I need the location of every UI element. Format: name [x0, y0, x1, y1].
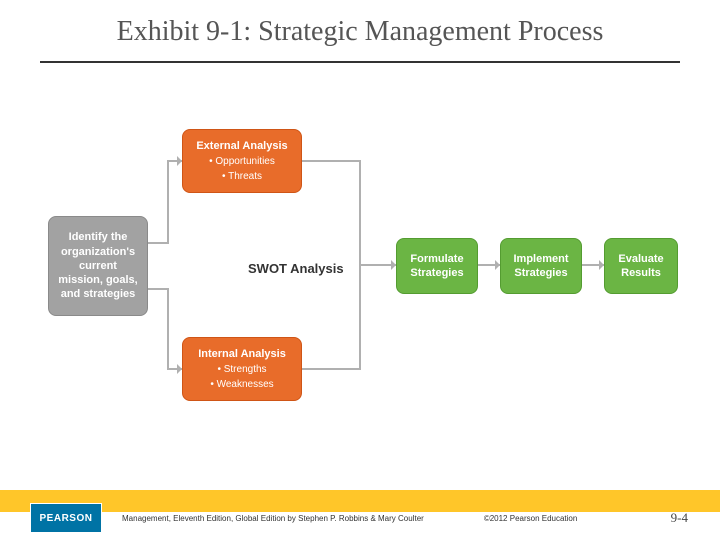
node-label: Implement Strategies — [509, 252, 573, 281]
node-bullet: • Opportunities — [209, 155, 275, 168]
title-area: Exhibit 9-1: Strategic Management Proces… — [0, 0, 720, 57]
node-formulate: Formulate Strategies — [396, 238, 478, 294]
node-external: External Analysis • Opportunities • Threat… — [182, 129, 302, 193]
node-bullet: • Weaknesses — [210, 378, 273, 391]
node-label: Formulate Strategies — [405, 252, 469, 281]
footer: PEARSON Management, Eleventh Edition, Gl… — [0, 496, 720, 540]
node-bullet: • Threats — [222, 170, 262, 183]
title-rule — [40, 61, 680, 63]
edge — [148, 161, 182, 243]
node-label: External Analysis — [196, 139, 287, 153]
pearson-logo: PEARSON — [30, 503, 102, 533]
node-identify: Identify the organization's current miss… — [48, 216, 148, 316]
node-label: Identify the organization's current miss… — [57, 230, 139, 301]
edge — [302, 265, 360, 369]
page-number: 9-4 — [671, 510, 688, 526]
flowchart-diagram: Identify the organization's current miss… — [0, 93, 720, 443]
node-internal: Internal Analysis • Strengths • Weaknesses — [182, 337, 302, 401]
footer-book-citation: Management, Eleventh Edition, Global Edi… — [122, 514, 424, 523]
node-label: Internal Analysis — [198, 347, 286, 361]
footer-copyright: ©2012 Pearson Education — [484, 514, 578, 523]
node-bullet: • Strengths — [217, 363, 266, 376]
edge — [148, 289, 182, 369]
swot-label: SWOT Analysis — [248, 261, 344, 276]
edge — [302, 161, 360, 265]
page-title: Exhibit 9-1: Strategic Management Proces… — [0, 14, 720, 49]
node-implement: Implement Strategies — [500, 238, 582, 294]
node-label: Evaluate Results — [613, 252, 669, 281]
node-evaluate: Evaluate Results — [604, 238, 678, 294]
